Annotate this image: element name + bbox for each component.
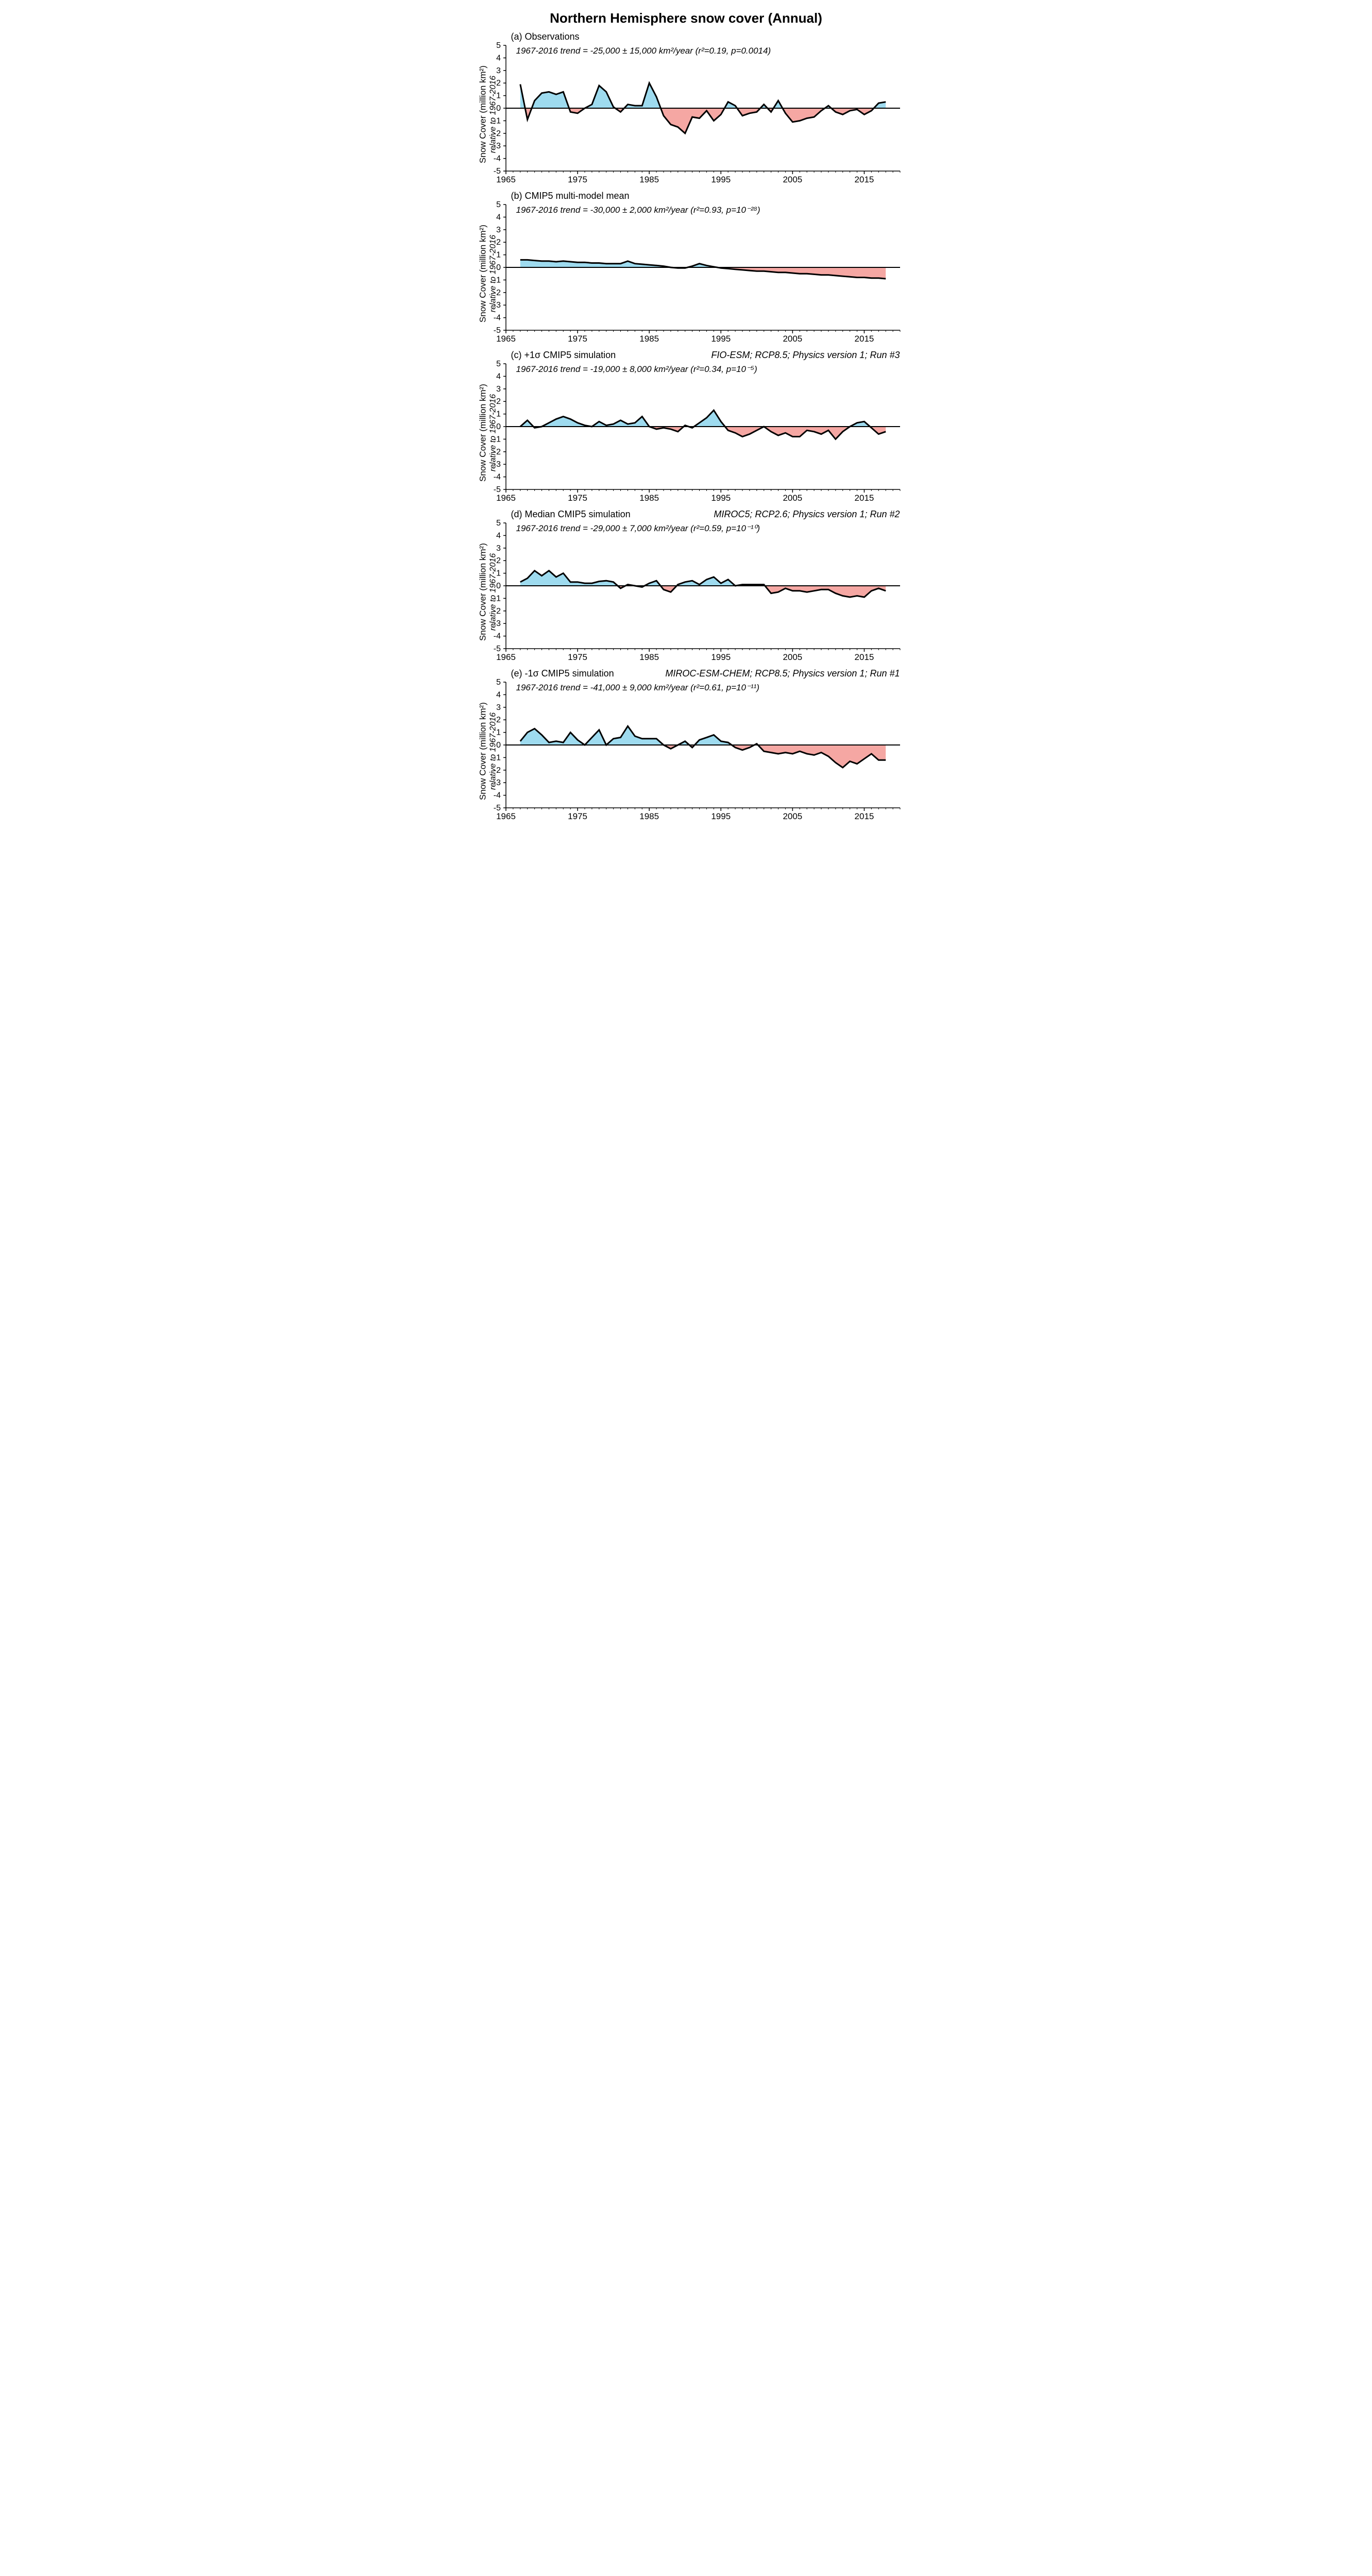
y-axis-label: Snow Cover (million km²)relative to 1967… [478,225,497,323]
svg-text:1975: 1975 [568,652,587,662]
panel-b: (b) CMIP5 multi-model mean 1967-2016 tre… [467,191,905,346]
negative-area [533,427,886,439]
svg-text:1965: 1965 [496,811,516,821]
svg-text:1975: 1975 [568,334,587,344]
svg-text:2015: 2015 [854,175,874,184]
svg-text:1995: 1995 [711,652,731,662]
panel-d-label: (d) Median CMIP5 simulation [511,509,631,520]
svg-text:1975: 1975 [568,175,587,184]
panel-d: (d) Median CMIP5 simulation MIROC5; RCP2… [467,509,905,664]
svg-text:1985: 1985 [639,652,659,662]
svg-text:1995: 1995 [711,175,731,184]
svg-text:1965: 1965 [496,175,516,184]
positive-area [520,410,870,427]
panel-d-model-info: MIROC5; RCP2.6; Physics version 1; Run #… [714,509,900,520]
panel-c-trend: 1967-2016 trend = -19,000 ± 8,000 km²/ye… [516,364,757,375]
panel-c-label: (c) +1σ CMIP5 simulation [511,350,616,361]
svg-text:2005: 2005 [783,811,802,821]
y-axis-label: Snow Cover (million km²)relative to 1967… [478,65,497,163]
panel-c-model-info: FIO-ESM; RCP8.5; Physics version 1; Run … [711,350,900,361]
panel-a-label: (a) Observations [511,31,580,42]
panel-a-chart: -5-4-3-2-1012345196519751985199520052015 [467,42,905,187]
svg-text:4: 4 [496,54,501,62]
svg-text:5: 5 [496,520,501,528]
panel-c-chart: -5-4-3-2-1012345196519751985199520052015 [467,361,905,505]
svg-text:4: 4 [496,213,501,222]
svg-text:2005: 2005 [783,175,802,184]
figure-container: Northern Hemisphere snow cover (Annual) … [467,10,905,823]
svg-text:1965: 1965 [496,652,516,662]
svg-text:1975: 1975 [568,811,587,821]
svg-text:1995: 1995 [711,493,731,503]
svg-text:1975: 1975 [568,493,587,503]
svg-text:1985: 1985 [639,175,659,184]
svg-text:2015: 2015 [854,334,874,344]
panel-b-chart: -5-4-3-2-1012345196519751985199520052015 [467,201,905,346]
main-title: Northern Hemisphere snow cover (Annual) [467,10,905,26]
svg-text:1985: 1985 [639,334,659,344]
svg-text:2005: 2005 [783,652,802,662]
svg-text:5: 5 [496,42,501,50]
panel-a: (a) Observations 1967-2016 trend = -25,0… [467,31,905,187]
panel-e-label: (e) -1σ CMIP5 simulation [511,668,614,679]
y-axis-label: Snow Cover (million km²)relative to 1967… [478,384,497,482]
panel-d-chart: -5-4-3-2-1012345196519751985199520052015 [467,520,905,664]
svg-text:2005: 2005 [783,334,802,344]
svg-text:2015: 2015 [854,493,874,503]
svg-text:2005: 2005 [783,493,802,503]
panel-e-chart: -5-4-3-2-1012345196519751985199520052015 [467,679,905,823]
svg-text:5: 5 [496,201,501,209]
panel-d-trend: 1967-2016 trend = -29,000 ± 7,000 km²/ye… [516,523,760,534]
svg-text:4: 4 [496,690,501,699]
svg-text:1995: 1995 [711,334,731,344]
svg-text:1995: 1995 [711,811,731,821]
positive-area [520,83,885,108]
y-axis-label: Snow Cover (million km²)relative to 1967… [478,702,497,800]
svg-text:5: 5 [496,361,501,368]
y-axis-label: Snow Cover (million km²)relative to 1967… [478,543,497,641]
panel-b-trend: 1967-2016 trend = -30,000 ± 2,000 km²/ye… [516,205,760,215]
svg-text:1985: 1985 [639,811,659,821]
svg-text:1985: 1985 [639,493,659,503]
panel-c: (c) +1σ CMIP5 simulation FIO-ESM; RCP8.5… [467,350,905,505]
svg-text:5: 5 [496,679,501,687]
svg-text:2015: 2015 [854,652,874,662]
svg-text:4: 4 [496,372,501,381]
panel-e: (e) -1σ CMIP5 simulation MIROC-ESM-CHEM;… [467,668,905,823]
panel-b-label: (b) CMIP5 multi-model mean [511,191,630,201]
negative-area [525,108,874,133]
svg-text:2015: 2015 [854,811,874,821]
svg-text:1965: 1965 [496,493,516,503]
panel-e-model-info: MIROC-ESM-CHEM; RCP8.5; Physics version … [665,668,900,679]
negative-area [618,586,886,597]
negative-area [664,745,886,768]
svg-text:1965: 1965 [496,334,516,344]
panel-e-trend: 1967-2016 trend = -41,000 ± 9,000 km²/ye… [516,683,759,693]
panel-a-trend: 1967-2016 trend = -25,000 ± 15,000 km²/y… [516,46,771,56]
positive-area [520,571,765,586]
svg-text:4: 4 [496,531,501,540]
